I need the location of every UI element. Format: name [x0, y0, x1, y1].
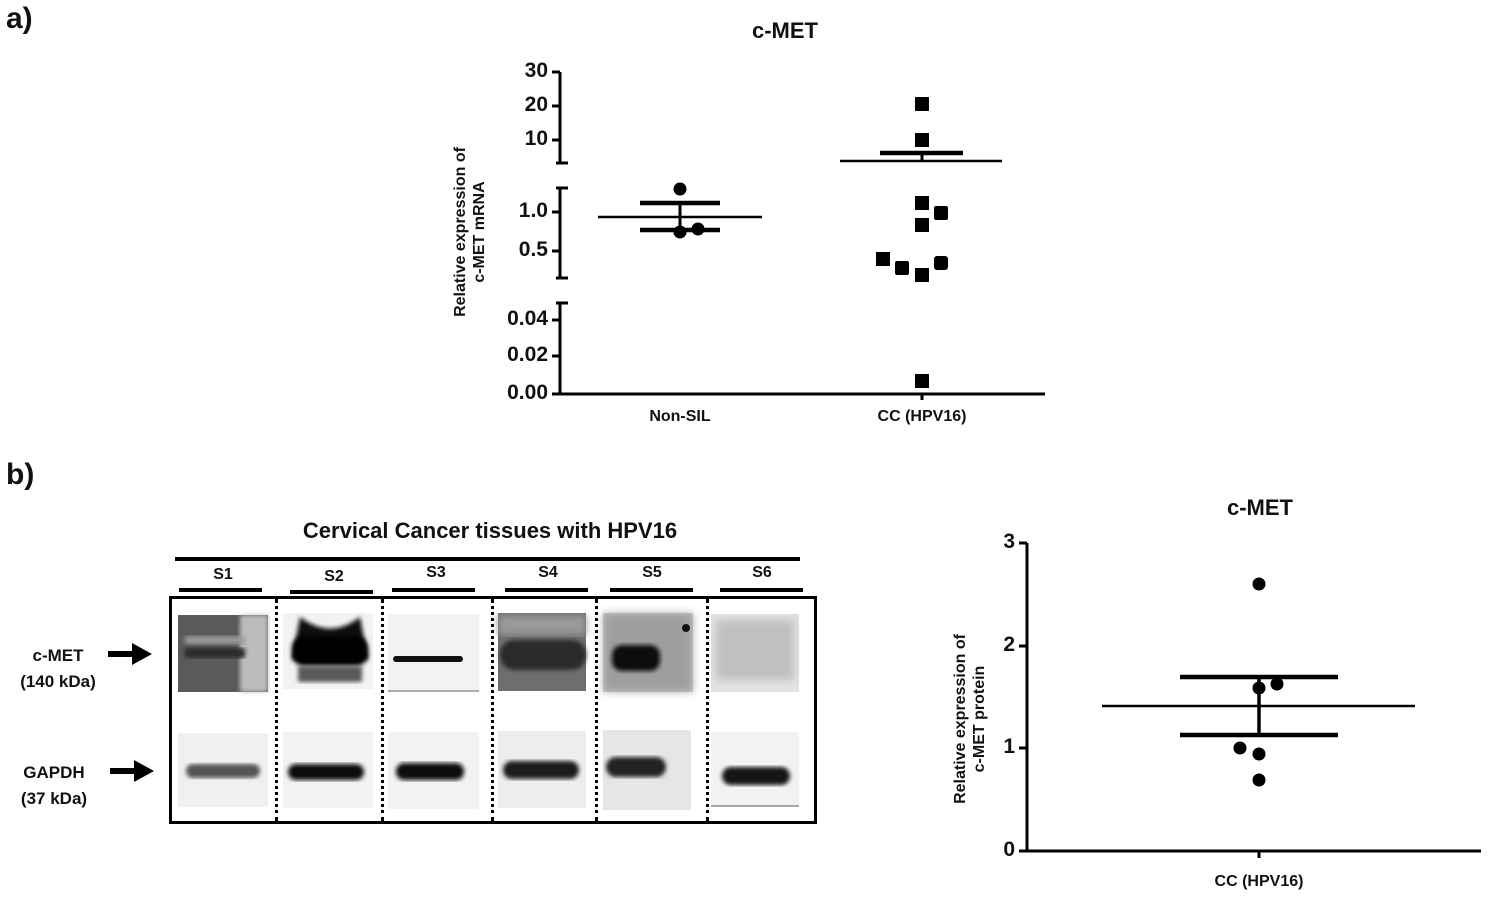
- band-s6-c-met: [711, 614, 799, 692]
- band-s1-c-met: [178, 615, 268, 692]
- tick-label: 10: [524, 127, 548, 150]
- band-s4-gapdh: [498, 731, 586, 808]
- lane-separator: [706, 599, 709, 821]
- lane-label-s6: S6: [752, 564, 772, 581]
- band-s2-c-met: [283, 613, 373, 689]
- band-s5-gapdh: [603, 730, 691, 810]
- lane-underline: [392, 588, 475, 592]
- cc-mean-sem: [840, 150, 1002, 163]
- category-label-cc-hpv16: CC (HPV16): [1214, 873, 1304, 890]
- tick-label: 3: [1003, 530, 1015, 553]
- row-protein-name: GAPDH: [23, 763, 85, 782]
- cc-protein-points: [1233, 577, 1284, 787]
- tick-label: 0: [1003, 838, 1015, 861]
- arrow-right-icon: [110, 760, 154, 782]
- lane-label-s5: S5: [642, 564, 662, 581]
- lane-label-s2: S2: [324, 568, 344, 585]
- tick-label: 0.5: [518, 238, 548, 261]
- tick-label: 0.02: [507, 343, 548, 366]
- chart-b-title: c-MET: [1227, 495, 1293, 520]
- band-s3-c-met: [388, 614, 479, 692]
- tick-label: 0.04: [507, 307, 548, 330]
- panel-label-a: a): [6, 2, 33, 35]
- panel-label-b: b): [6, 458, 35, 491]
- lane-separator: [595, 599, 598, 821]
- lane-label-s4: S4: [538, 564, 558, 581]
- tick-label: 20: [524, 93, 548, 116]
- lane-underline: [610, 588, 693, 592]
- band-s4-c-met: [498, 613, 586, 691]
- tick-label: 0.00: [507, 381, 548, 404]
- non-sil-points: [673, 182, 705, 239]
- tick-label: 30: [524, 59, 548, 82]
- band-s6-gapdh: [711, 732, 799, 807]
- chart-a-title: c-MET: [752, 18, 818, 43]
- lane-underline: [179, 588, 262, 592]
- row-protein-size: (140 kDa): [20, 672, 96, 691]
- band-s1-gapdh: [178, 733, 268, 807]
- row-label-c-met: c-MET (140 kDa): [0, 643, 118, 695]
- lane-label-s1: S1: [213, 566, 233, 583]
- category-label-non-sil: Non-SIL: [649, 408, 711, 425]
- lane-underline: [720, 588, 803, 592]
- cc-points: [876, 97, 948, 388]
- lane-underline: [505, 588, 588, 592]
- lane-separator: [381, 599, 384, 821]
- arrow-right-icon: [108, 643, 152, 665]
- lane-separator: [275, 599, 278, 821]
- row-label-gapdh: GAPDH (37 kDa): [0, 760, 114, 812]
- row-protein-name: c-MET: [32, 646, 84, 665]
- band-s3-gapdh: [388, 732, 479, 809]
- tick-label: 1.0: [518, 199, 548, 222]
- blot-frame: [169, 596, 817, 824]
- tick-label: 1: [1003, 735, 1015, 758]
- blot-title: Cervical Cancer tissues with HPV16: [302, 518, 678, 543]
- blot-group-line: [175, 557, 800, 561]
- lane-underline: [290, 590, 373, 594]
- band-s2-gapdh: [283, 732, 373, 808]
- tick-label: 2: [1003, 633, 1015, 656]
- lane-label-s3: S3: [426, 564, 446, 581]
- lane-separator: [491, 599, 494, 821]
- row-protein-size: (37 kDa): [20, 789, 88, 808]
- category-label-cc-hpv16: CC (HPV16): [877, 408, 967, 425]
- band-s5-c-met: [603, 613, 693, 692]
